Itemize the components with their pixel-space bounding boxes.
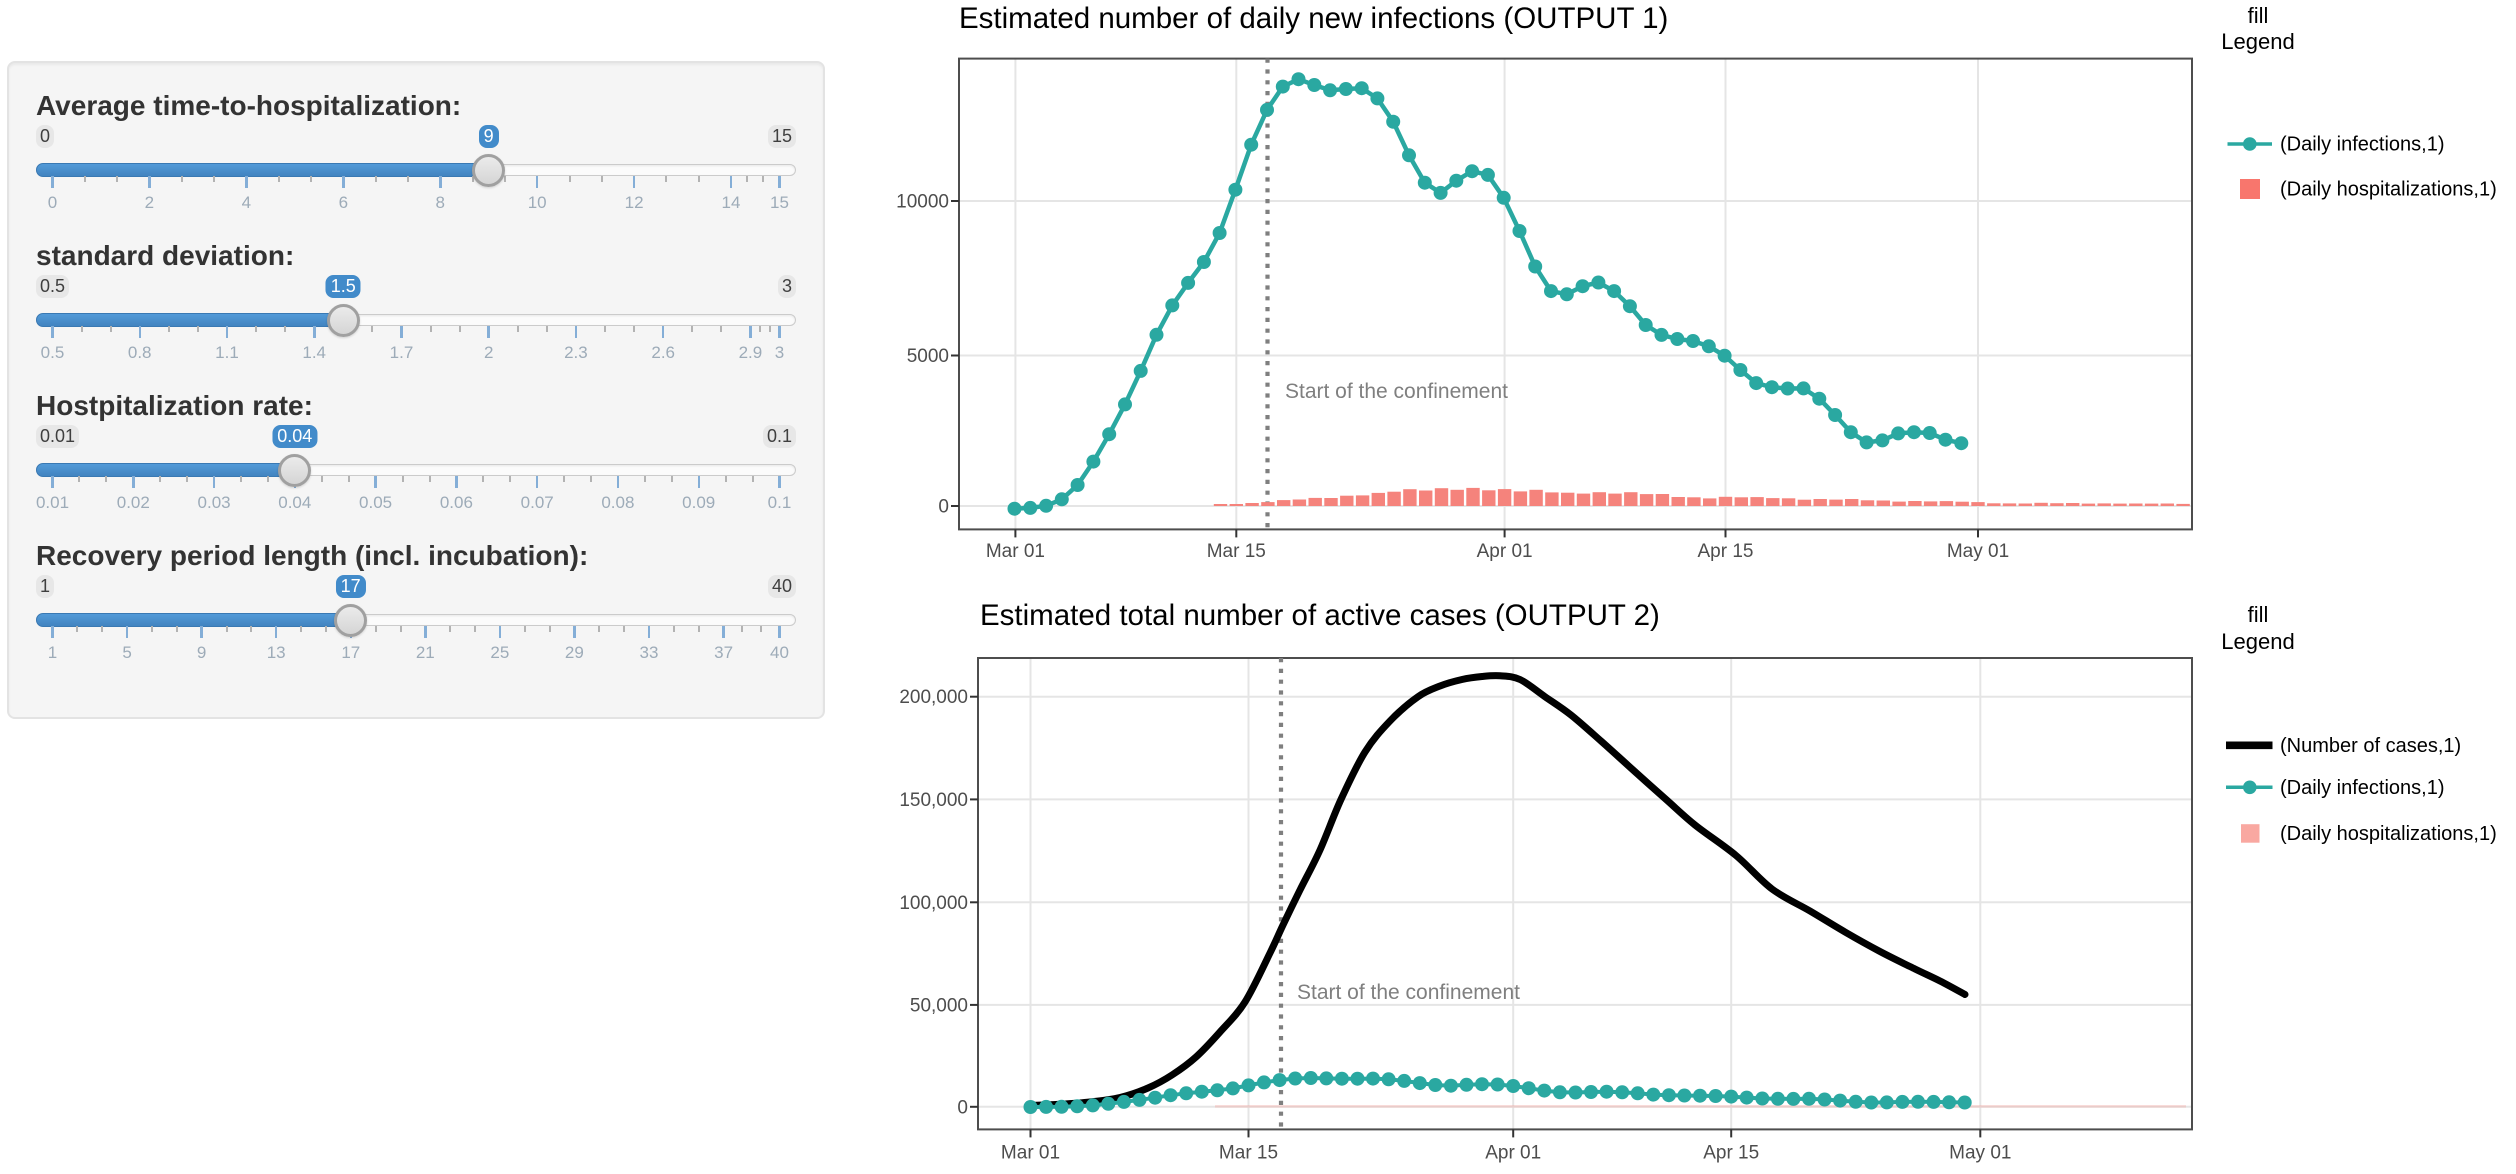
svg-text:Mar 15: Mar 15 — [1219, 1143, 1278, 1164]
svg-text:Apr 01: Apr 01 — [1477, 541, 1533, 562]
svg-text:Estimated total number of acti: Estimated total number of active cases (… — [980, 599, 1660, 632]
svg-text:Apr 15: Apr 15 — [1703, 1143, 1759, 1164]
svg-text:0: 0 — [938, 497, 949, 518]
svg-text:fill: fill — [2248, 602, 2269, 627]
svg-text:fill: fill — [2248, 3, 2269, 28]
svg-text:Legend: Legend — [2221, 29, 2294, 54]
svg-text:Apr 01: Apr 01 — [1485, 1143, 1541, 1164]
svg-text:Estimated number of daily new: Estimated number of daily new infections… — [959, 2, 1668, 35]
svg-text:50,000: 50,000 — [910, 995, 968, 1016]
svg-text:(Daily hospitalizations,1): (Daily hospitalizations,1) — [2280, 823, 2497, 845]
svg-text:(Daily infections,1): (Daily infections,1) — [2280, 777, 2445, 799]
svg-text:100,000: 100,000 — [899, 893, 968, 914]
svg-text:Mar 01: Mar 01 — [986, 541, 1045, 562]
svg-text:May 01: May 01 — [1949, 1143, 2011, 1164]
svg-text:Start of the confinement: Start of the confinement — [1285, 380, 1508, 403]
svg-text:(Number of cases,1): (Number of cases,1) — [2280, 735, 2461, 757]
svg-text:10000: 10000 — [896, 192, 949, 213]
svg-text:5000: 5000 — [907, 346, 949, 367]
svg-text:(Daily hospitalizations,1): (Daily hospitalizations,1) — [2280, 179, 2497, 201]
svg-text:Legend: Legend — [2221, 629, 2294, 654]
svg-text:150,000: 150,000 — [899, 790, 968, 811]
svg-text:(Daily infections,1): (Daily infections,1) — [2280, 134, 2445, 156]
svg-text:Mar 01: Mar 01 — [1001, 1143, 1060, 1164]
svg-text:200,000: 200,000 — [899, 687, 968, 708]
svg-text:Apr 15: Apr 15 — [1698, 541, 1754, 562]
svg-text:Mar 15: Mar 15 — [1207, 541, 1266, 562]
svg-text:Start of the confinement: Start of the confinement — [1297, 981, 1520, 1004]
svg-text:May 01: May 01 — [1947, 541, 2009, 562]
svg-text:0: 0 — [957, 1097, 968, 1118]
